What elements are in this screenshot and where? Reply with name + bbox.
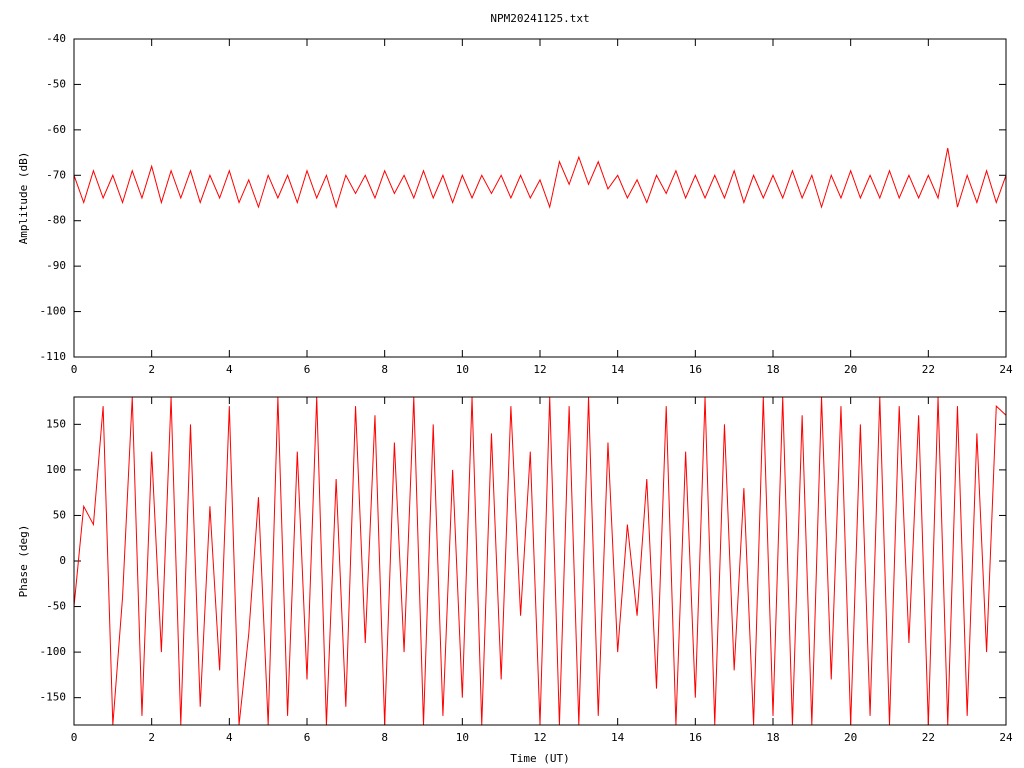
y-tick-label: 150 bbox=[46, 417, 66, 430]
x-tick-label: 12 bbox=[533, 731, 546, 744]
plot-border bbox=[73, 396, 1007, 726]
x-tick-label: 14 bbox=[611, 731, 625, 744]
y-tick-label: -100 bbox=[40, 645, 67, 658]
y-tick-label: -50 bbox=[46, 600, 66, 613]
x-tick-label: 24 bbox=[999, 731, 1013, 744]
y-tick-label: -50 bbox=[46, 77, 66, 90]
x-tick-label: 20 bbox=[844, 731, 857, 744]
y-tick-label: 0 bbox=[59, 554, 66, 567]
y-tick-label: -150 bbox=[40, 691, 67, 704]
y-tick-label: -110 bbox=[40, 350, 67, 363]
x-tick-label: 0 bbox=[71, 731, 78, 744]
x-tick-label: 0 bbox=[71, 363, 78, 376]
x-tick-label: 18 bbox=[766, 731, 779, 744]
x-tick-label: 6 bbox=[304, 731, 311, 744]
data-line bbox=[73, 147, 1007, 209]
x-tick-label: 16 bbox=[689, 363, 702, 376]
x-tick-label: 14 bbox=[611, 363, 625, 376]
y-axis-label: Phase (deg) bbox=[17, 525, 30, 598]
y-tick-label: 50 bbox=[53, 508, 66, 521]
x-tick-label: 4 bbox=[226, 363, 233, 376]
x-tick-label: 4 bbox=[226, 731, 233, 744]
chart-title: NPM20241125.txt bbox=[490, 12, 589, 25]
x-tick-label: 6 bbox=[304, 363, 311, 376]
y-tick-label: -80 bbox=[46, 214, 66, 227]
y-tick-label: -40 bbox=[46, 32, 66, 45]
x-tick-label: 10 bbox=[456, 363, 469, 376]
x-tick-label: 8 bbox=[381, 731, 388, 744]
x-tick-label: 20 bbox=[844, 363, 857, 376]
y-tick-label: 100 bbox=[46, 463, 66, 476]
x-tick-label: 10 bbox=[456, 731, 469, 744]
x-tick-label: 2 bbox=[148, 363, 155, 376]
y-tick-label: -100 bbox=[40, 305, 67, 318]
x-tick-label: 2 bbox=[148, 731, 155, 744]
x-tick-label: 8 bbox=[381, 363, 388, 376]
y-tick-label: -90 bbox=[46, 259, 66, 272]
x-tick-label: 22 bbox=[922, 731, 935, 744]
y-tick-label: -70 bbox=[46, 168, 66, 181]
x-tick-label: 18 bbox=[766, 363, 779, 376]
x-tick-label: 22 bbox=[922, 363, 935, 376]
plot-border bbox=[73, 38, 1007, 358]
x-axis-label: Time (UT) bbox=[510, 752, 570, 765]
y-axis-label: Amplitude (dB) bbox=[17, 152, 30, 245]
x-tick-label: 12 bbox=[533, 363, 546, 376]
x-tick-label: 24 bbox=[999, 363, 1013, 376]
data-line bbox=[73, 396, 1007, 726]
y-tick-label: -60 bbox=[46, 123, 66, 136]
x-tick-label: 16 bbox=[689, 731, 702, 744]
